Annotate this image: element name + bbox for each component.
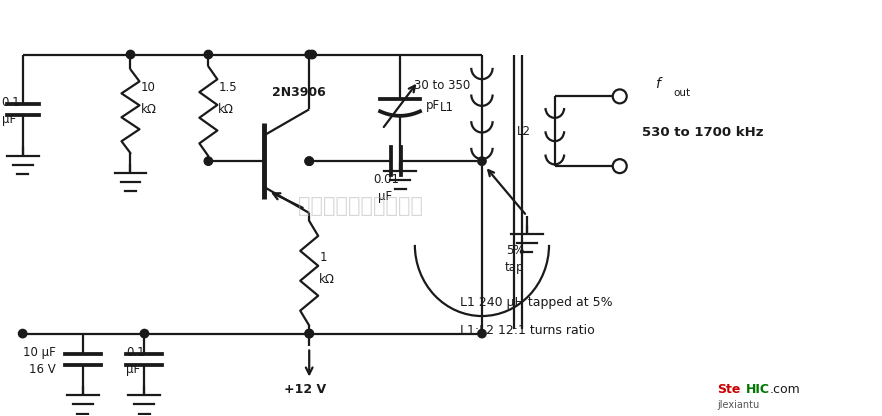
Text: 10 μF: 10 μF: [23, 346, 56, 359]
Text: 1: 1: [319, 251, 326, 264]
Circle shape: [308, 50, 317, 59]
Text: kΩ: kΩ: [319, 273, 335, 286]
Text: 1.5: 1.5: [219, 81, 237, 94]
Text: μF: μF: [377, 190, 392, 203]
Text: $f$: $f$: [654, 77, 663, 92]
Text: 530 to 1700 kHz: 530 to 1700 kHz: [642, 126, 763, 139]
Circle shape: [613, 159, 627, 173]
Text: 2N3906: 2N3906: [273, 87, 326, 99]
Circle shape: [305, 157, 313, 165]
Circle shape: [204, 157, 213, 165]
Text: 10: 10: [140, 81, 155, 94]
Circle shape: [613, 89, 627, 103]
Circle shape: [305, 329, 313, 338]
Text: μF: μF: [126, 364, 140, 376]
Text: +12 V: +12 V: [284, 384, 326, 396]
Text: Ste: Ste: [718, 384, 741, 396]
Text: 30 to 350: 30 to 350: [414, 79, 470, 92]
Text: L2: L2: [517, 125, 531, 138]
Circle shape: [305, 329, 313, 338]
Text: HIC: HIC: [745, 384, 769, 396]
Text: out: out: [674, 88, 691, 98]
Text: 杭州将睶科技有限公司: 杭州将睶科技有限公司: [297, 196, 422, 216]
Text: kΩ: kΩ: [219, 103, 235, 116]
Circle shape: [140, 329, 149, 338]
Circle shape: [305, 50, 313, 59]
Text: 5%: 5%: [505, 244, 524, 257]
Text: L1 240 μH tapped at 5%: L1 240 μH tapped at 5%: [460, 296, 613, 309]
Circle shape: [126, 50, 135, 59]
Text: μF: μF: [2, 113, 16, 126]
Circle shape: [19, 329, 26, 338]
Circle shape: [305, 157, 313, 165]
Text: pF: pF: [426, 99, 440, 112]
Text: 0.1: 0.1: [126, 346, 146, 359]
Circle shape: [204, 50, 213, 59]
Text: jlexiantu: jlexiantu: [718, 400, 759, 410]
Circle shape: [478, 329, 486, 338]
Text: L1:L2 12:1 turns ratio: L1:L2 12:1 turns ratio: [460, 324, 594, 337]
Circle shape: [478, 157, 486, 165]
Text: L1: L1: [440, 102, 454, 114]
Text: tap: tap: [505, 261, 525, 274]
Text: 0.1: 0.1: [2, 96, 20, 109]
Text: 16 V: 16 V: [28, 364, 56, 376]
Text: kΩ: kΩ: [140, 103, 156, 116]
Text: 0.01: 0.01: [374, 173, 400, 186]
Text: .com: .com: [769, 384, 800, 396]
